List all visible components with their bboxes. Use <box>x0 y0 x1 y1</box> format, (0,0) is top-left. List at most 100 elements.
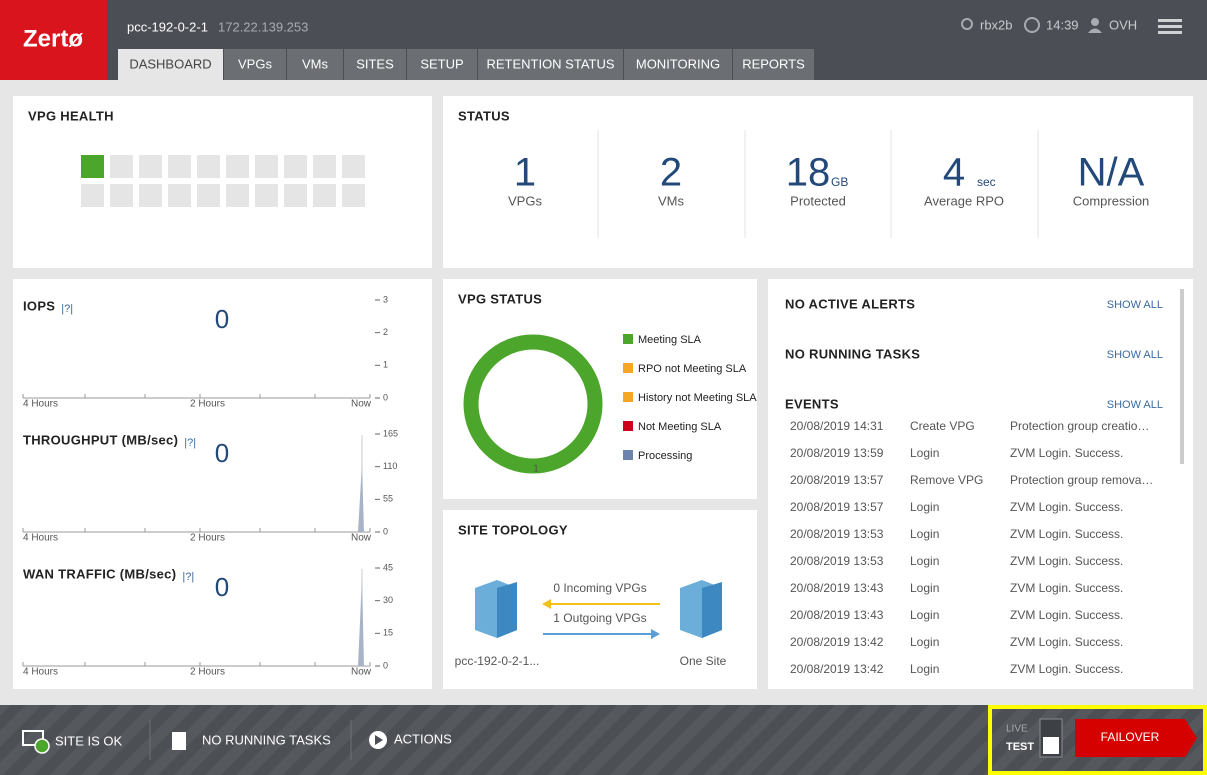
tab-label: DASHBOARD <box>129 56 211 71</box>
status-value: 1 <box>514 151 536 195</box>
show-all[interactable]: SHOW ALL <box>1107 349 1163 361</box>
x-label: 2 Hours <box>190 667 225 678</box>
legend-swatch <box>623 421 633 431</box>
card-title: VPG STATUS <box>458 291 542 306</box>
legend-label: Not Meeting SLA <box>638 421 722 433</box>
tick-label: 110 <box>383 461 397 471</box>
event-cell: Login <box>910 500 939 514</box>
health-cell <box>139 155 162 178</box>
card-title: SITE TOPOLOGY <box>458 522 568 537</box>
event-cell: 20/08/2019 13:53 <box>790 554 884 568</box>
event-cell: Login <box>910 446 939 460</box>
event-cell: Login <box>910 554 939 568</box>
event-cell: Protection group remova… <box>1010 473 1153 487</box>
scrollbar[interactable] <box>1180 289 1184 464</box>
menu-icon[interactable] <box>1158 25 1182 28</box>
health-cell <box>226 184 249 207</box>
event-cell: 20/08/2019 13:57 <box>790 500 884 514</box>
remote-site: One Site <box>680 654 727 668</box>
status-unit: sec <box>977 175 996 189</box>
legend-swatch <box>623 334 633 344</box>
tick-label: 3 <box>383 294 388 304</box>
tick-label: 45 <box>383 562 393 572</box>
tab-label: MONITORING <box>636 56 720 71</box>
event-cell: 20/08/2019 13:57 <box>790 473 884 487</box>
section-title: EVENTS <box>785 396 839 411</box>
health-cell <box>226 155 249 178</box>
health-cell <box>342 184 365 207</box>
status-text: NO RUNNING TASKS <box>202 732 331 747</box>
logo: Zertø <box>23 25 83 52</box>
health-cell <box>255 155 278 178</box>
event-cell: 20/08/2019 13:43 <box>790 608 884 622</box>
tab-label: REPORTS <box>742 56 805 71</box>
event-cell: 20/08/2019 13:43 <box>790 581 884 595</box>
event-cell: 20/08/2019 13:42 <box>790 635 884 649</box>
show-all[interactable]: SHOW ALL <box>1107 399 1163 411</box>
tab-label: VPGs <box>238 56 272 71</box>
event-cell: ZVM Login. Success. <box>1010 581 1123 595</box>
legend-label: RPO not Meeting SLA <box>638 363 747 375</box>
section-title: NO RUNNING TASKS <box>785 346 920 361</box>
event-cell: ZVM Login. Success. <box>1010 608 1123 622</box>
tick-label: 55 <box>383 494 393 504</box>
event-cell: ZVM Login. Success. <box>1010 635 1123 649</box>
failover-label: FAILOVER <box>1101 730 1160 744</box>
metric-title: IOPS <box>23 298 55 313</box>
health-cell <box>81 155 104 178</box>
health-cell <box>168 155 191 178</box>
menu-icon[interactable] <box>1158 19 1182 22</box>
x-label: 4 Hours <box>23 399 58 410</box>
tick-label: 1 <box>383 360 388 370</box>
toggle-knob <box>1043 737 1059 754</box>
status-text: SITE IS OK <box>55 733 123 748</box>
x-label: Now <box>351 399 372 410</box>
user-icon <box>1091 18 1099 26</box>
tick-label: 2 <box>383 327 388 337</box>
donut-count: 1 <box>533 464 539 475</box>
tab-label: SETUP <box>420 56 463 71</box>
metric-help: |?| <box>182 571 194 583</box>
legend-label: Meeting SLA <box>638 334 702 346</box>
user-name: OVH <box>1109 17 1137 32</box>
tick-label: 0 <box>383 392 388 402</box>
health-cell <box>110 184 133 207</box>
event-cell: ZVM Login. Success. <box>1010 662 1123 676</box>
status-value: N/A <box>1078 151 1145 195</box>
metrics-card <box>13 279 432 689</box>
local-site: pcc-192-0-2-1... <box>455 654 540 668</box>
mode-live: LIVE <box>1006 724 1028 735</box>
actions: ACTIONS <box>394 731 452 746</box>
metric-value: 0 <box>215 304 229 334</box>
event-cell: 20/08/2019 13:53 <box>790 527 884 541</box>
event-cell: Login <box>910 635 939 649</box>
show-all[interactable]: SHOW ALL <box>1107 299 1163 311</box>
event-cell: Create VPG <box>910 419 975 433</box>
building-side <box>702 582 722 638</box>
status-label: Compression <box>1073 193 1150 208</box>
x-label: 2 Hours <box>190 399 225 410</box>
building-side <box>497 582 517 638</box>
tab-label: SITES <box>356 56 394 71</box>
tick-label: 0 <box>383 526 388 536</box>
host-ip: 172.22.139.253 <box>218 19 308 34</box>
event-cell: ZVM Login. Success. <box>1010 500 1123 514</box>
time: 14:39 <box>1046 17 1079 32</box>
status-label: Average RPO <box>924 193 1004 208</box>
health-cell <box>284 184 307 207</box>
health-cell <box>313 184 336 207</box>
metric-title: WAN TRAFFIC (MB/sec) <box>23 566 176 581</box>
event-cell: Login <box>910 527 939 541</box>
metric-help: |?| <box>184 437 196 449</box>
incoming-label: 0 Incoming VPGs <box>553 581 646 595</box>
menu-icon[interactable] <box>1158 31 1182 34</box>
x-label: Now <box>351 533 372 544</box>
event-cell: Login <box>910 662 939 676</box>
event-cell: Remove VPG <box>910 473 983 487</box>
outgoing-label: 1 Outgoing VPGs <box>553 611 646 625</box>
health-cell <box>110 155 133 178</box>
event-cell: Protection group creatio… <box>1010 419 1149 433</box>
health-cell <box>342 155 365 178</box>
health-cell <box>255 184 278 207</box>
